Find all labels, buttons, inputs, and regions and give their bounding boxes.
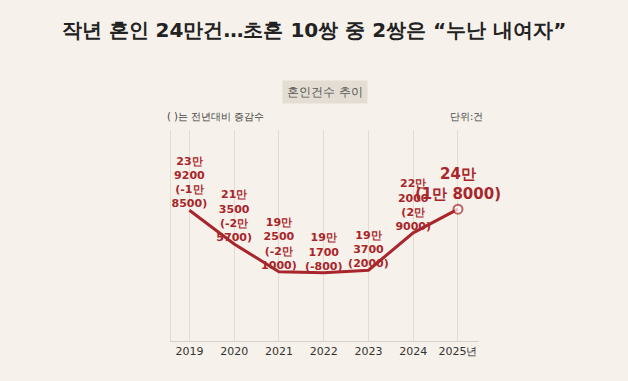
svg-text:2024: 2024 [399,345,427,358]
svg-text:2023: 2023 [354,345,382,358]
svg-text:2022: 2022 [310,345,338,358]
svg-text:2019: 2019 [175,345,203,358]
svg-text:19만3700(2000): 19만3700(2000) [348,229,389,271]
svg-text:2020: 2020 [220,345,248,358]
svg-text:2025년: 2025년 [438,345,477,358]
svg-text:( )는 전년대비 증감수: ( )는 전년대비 증감수 [167,111,264,122]
svg-text:단위:건: 단위:건 [450,111,483,122]
svg-text:작년 혼인 24만건…초혼 10쌍 중 2쌍은 “누난 내여: 작년 혼인 24만건…초혼 10쌍 중 2쌍은 “누난 내여자” [62,18,567,42]
svg-text:21만3500(-2만5700): 21만3500(-2만5700) [216,188,252,244]
svg-text:혼인건수 추이: 혼인건수 추이 [287,85,363,99]
svg-text:22만2000(2만9000): 22만2000(2만9000) [395,177,431,233]
svg-text:2021: 2021 [265,345,293,358]
svg-text:23만9200(-1만8500): 23만9200(-1만8500) [172,155,208,211]
svg-text:19만1700(-800): 19만1700(-800) [305,231,343,273]
svg-text:19만2500(-2만1000): 19만2500(-2만1000) [261,216,297,272]
svg-text:24만(1만 8000): 24만(1만 8000) [415,165,501,203]
